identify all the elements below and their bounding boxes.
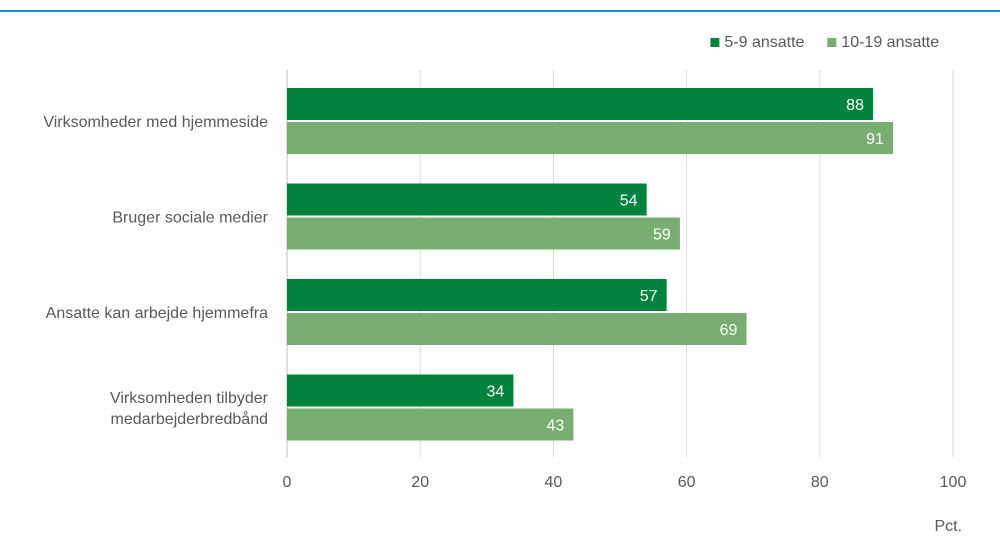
category-label: Bruger sociale medier: [112, 210, 268, 227]
bar: [287, 279, 667, 311]
bar-value-label: 43: [546, 418, 564, 435]
category-label-line: Bruger sociale medier: [112, 210, 268, 227]
category-label-line: Ansatte kan arbejde hjemmefra: [46, 305, 268, 322]
bar-value-label: 69: [720, 322, 738, 339]
category-label-line: Virksomheden tilbyder: [110, 390, 269, 407]
x-tick-label: 40: [545, 474, 563, 491]
bar: [287, 183, 647, 216]
x-tick-label: 20: [411, 474, 429, 491]
bar-value-label: 57: [640, 288, 658, 305]
legend-swatch: [710, 38, 720, 47]
bar-value-label: 91: [866, 131, 884, 148]
category-label: Virksomheden tilbyder medarbejderbredbånd: [110, 390, 269, 428]
bar: [287, 217, 680, 250]
x-tick-label: 80: [811, 474, 829, 491]
category-label: Virksomheder med hjemmeside: [43, 114, 268, 131]
x-tick-label: 0: [283, 474, 292, 491]
category-labels: Virksomheder med hjemmeside Bruger social…: [43, 114, 268, 428]
category-label-line: medarbejderbredbånd: [111, 410, 268, 428]
category-label-line: Virksomheder med hjemmeside: [43, 114, 268, 131]
bar-value-label: 54: [620, 193, 638, 210]
unit-label: Pct.: [934, 518, 962, 535]
category-label: Ansatte kan arbejde hjemmefra: [46, 305, 268, 322]
legend: 5-9 ansatte 10-19 ansatte: [710, 34, 939, 51]
bar-value-label: 59: [653, 227, 671, 244]
legend-label: 5-9 ansatte: [724, 34, 804, 51]
bar: [287, 374, 514, 407]
legend-label: 10-19 ansatte: [841, 34, 939, 51]
x-tick-label: 100: [940, 474, 967, 491]
bar-value-label: 34: [487, 384, 505, 401]
bar: [287, 313, 747, 345]
bar: [287, 122, 894, 154]
x-tick-labels: 0 20 40 60 80 100: [283, 474, 967, 491]
x-tick-label: 60: [678, 474, 696, 491]
legend-swatch: [827, 38, 837, 47]
bar-value-label: 88: [846, 97, 864, 114]
bar: [287, 88, 874, 120]
top-accent-rule: [0, 10, 1000, 12]
bar: [287, 408, 574, 441]
